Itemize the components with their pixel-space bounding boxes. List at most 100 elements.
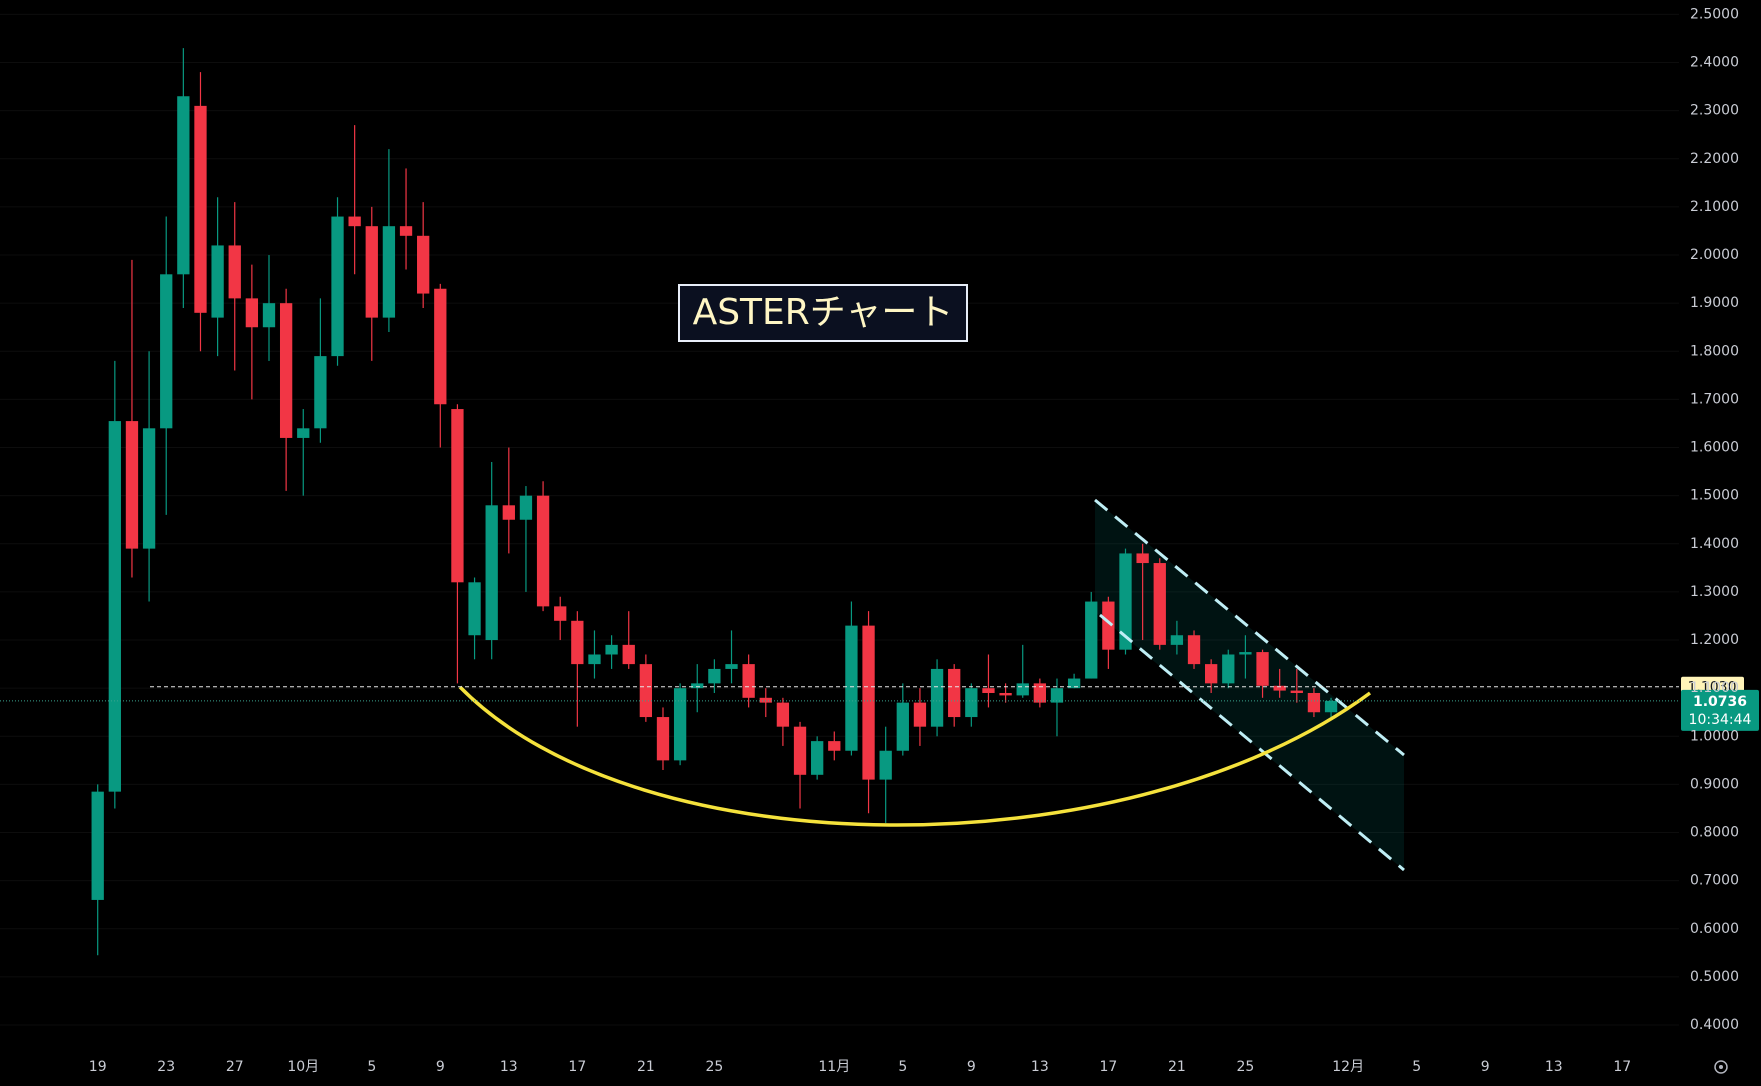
candle-body [194, 105, 207, 313]
candle-body [1290, 690, 1303, 693]
x-tick-label: 23 [157, 1059, 175, 1075]
candle-body [571, 620, 584, 665]
candle-body [399, 226, 413, 236]
candle-body [982, 688, 995, 693]
candle-body [365, 226, 378, 318]
candle-body [793, 726, 807, 775]
candle-body [314, 356, 327, 429]
candle-body [588, 654, 601, 665]
annotation: ASTERチャート [693, 292, 954, 333]
y-tick-label: 2.4000 [1690, 55, 1739, 71]
candle-body [554, 606, 567, 621]
candle-body [417, 235, 430, 294]
x-tick-label: 9 [967, 1059, 976, 1075]
candle-body [1085, 601, 1098, 679]
x-tick-label: 17 [1613, 1059, 1631, 1075]
candle-body [519, 495, 533, 520]
y-tick-label: 2.0000 [1690, 247, 1739, 263]
candle-body [382, 226, 396, 318]
candle-body [1102, 601, 1115, 650]
candle-body [502, 505, 515, 520]
candle-body [108, 421, 121, 792]
rounding-bottom-curve [458, 685, 1372, 827]
candle-body [1222, 654, 1235, 684]
candle-body [468, 582, 481, 636]
candle-body [1136, 553, 1149, 564]
channel-lower [1099, 613, 1405, 872]
candle-body [485, 505, 498, 641]
candle-body [948, 668, 961, 718]
y-tick-label: 1.3000 [1690, 584, 1739, 600]
y-tick-label: 2.1000 [1690, 199, 1739, 215]
x-tick-label: 5 [1412, 1059, 1421, 1075]
grid [0, 13, 1679, 1026]
x-tick-label: 25 [1236, 1059, 1254, 1075]
candle-body [913, 702, 927, 727]
candle-body [451, 409, 464, 583]
x-tick-label: 12月 [1332, 1059, 1364, 1075]
candle-body [160, 274, 173, 429]
settings-icon[interactable] [1714, 1060, 1728, 1074]
candle-body [708, 668, 721, 684]
candle-body [930, 668, 944, 727]
candle-body [811, 741, 824, 775]
candle-body [1307, 692, 1321, 713]
candle-body [759, 697, 772, 703]
annotation-box [678, 284, 968, 342]
candle-body [1033, 683, 1046, 703]
countdown: 10:34:44 [1689, 712, 1752, 728]
x-tick-label: 25 [705, 1059, 723, 1075]
candle-body [211, 245, 224, 318]
candle-body [331, 216, 344, 357]
x-tick-label: 21 [637, 1059, 655, 1075]
y-tick-label: 0.9000 [1690, 776, 1739, 792]
candle-body [1016, 683, 1029, 696]
y-tick-label: 1.0000 [1690, 728, 1739, 744]
candle-body [279, 303, 293, 438]
y-tick-label: 1.7000 [1690, 391, 1739, 407]
candle-body [125, 421, 139, 549]
x-tick-label: 9 [436, 1059, 445, 1075]
x-tick-label: 11月 [818, 1059, 850, 1075]
channel-fill [1095, 500, 1404, 870]
x-tick-label: 10月 [287, 1059, 319, 1075]
candles [91, 48, 1338, 956]
y-tick-label: 1.5000 [1690, 488, 1739, 504]
candle-body [656, 717, 670, 761]
candle-body [776, 702, 790, 727]
candle-body [177, 96, 190, 275]
y-tick-label: 2.2000 [1690, 151, 1739, 167]
y-tick-label: 1.2000 [1690, 632, 1739, 648]
candle-body [245, 298, 259, 328]
candle-body [536, 495, 550, 607]
candle-body [639, 664, 653, 718]
candle-body [622, 644, 635, 665]
candle-body [297, 428, 310, 438]
x-tick-label: 5 [898, 1059, 907, 1075]
y-tick-label: 1.6000 [1690, 440, 1739, 456]
y-tick-label: 0.8000 [1690, 825, 1739, 841]
candle-body [1273, 685, 1286, 691]
candle-body [1324, 700, 1338, 713]
x-tick-label: 27 [226, 1059, 244, 1075]
y-tick-label: 0.4000 [1690, 1017, 1739, 1033]
candle-body [879, 750, 892, 780]
candle-body [862, 625, 875, 780]
y-tick-label: 1.1000 [1690, 680, 1739, 696]
candle-body [965, 688, 978, 718]
candle-body [1256, 652, 1269, 686]
candle-body [1187, 635, 1201, 665]
candle-body [434, 288, 447, 405]
x-tick-label: 13 [1031, 1059, 1049, 1075]
candle-body [1170, 635, 1184, 645]
y-tick-label: 0.7000 [1690, 873, 1739, 889]
y-tick-label: 2.5000 [1690, 6, 1739, 22]
candle-body [725, 664, 738, 669]
x-tick-label: 19 [89, 1059, 107, 1075]
current-price-box [1681, 689, 1759, 731]
current-price-label: 1.0736 [1693, 694, 1747, 710]
candle-body [999, 692, 1012, 696]
